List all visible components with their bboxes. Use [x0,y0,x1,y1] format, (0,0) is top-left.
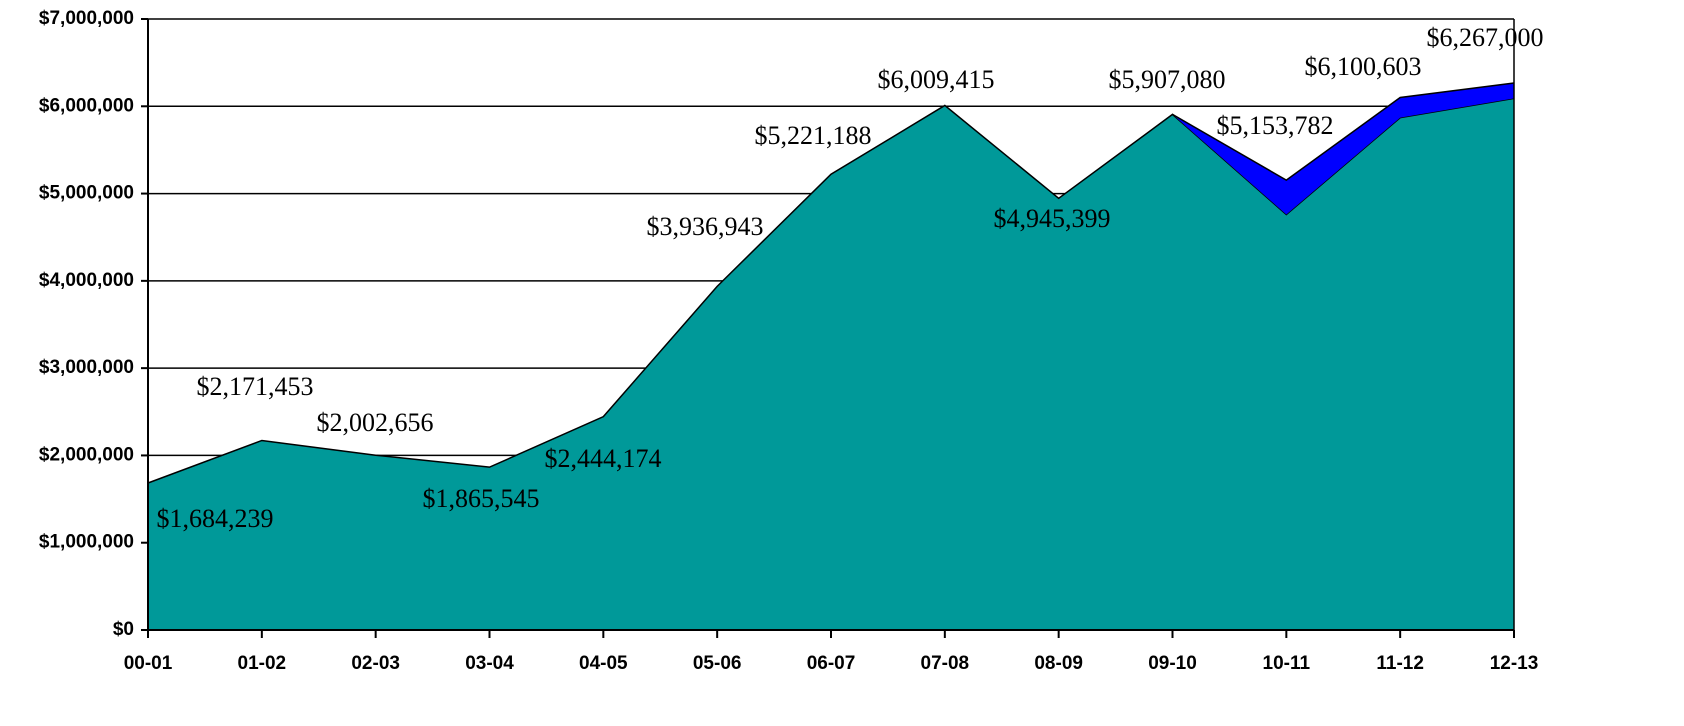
data-label: $2,002,656 [317,408,434,437]
data-label: $5,221,188 [755,121,872,150]
x-tick-label: 10-11 [1263,653,1311,674]
data-label: $6,009,415 [878,65,995,94]
x-tick-label: 03-04 [465,653,514,674]
data-label: $3,936,943 [647,212,764,241]
x-tick-label: 05-06 [693,653,742,674]
area [1172,82,1514,215]
x-tick-label: 08-09 [1034,653,1083,674]
data-label: $1,684,239 [157,504,274,533]
area-outline [1172,82,1515,182]
y-tick-label: $7,000,000 [39,8,134,29]
data-label: $2,171,453 [197,372,314,401]
data-label: $1,865,545 [423,484,540,513]
y-tick-label: $5,000,000 [39,183,134,204]
data-label: $2,444,174 [545,444,662,473]
y-tick-label: $6,000,000 [39,95,134,116]
y-tick-label: $2,000,000 [39,444,134,465]
x-tick-label: 09-10 [1148,653,1197,674]
x-tick-label: 02-03 [351,653,400,674]
x-tick-label: 11-12 [1376,653,1424,674]
x-tick-label: 06-07 [807,653,856,674]
x-tick-label: 12-13 [1490,653,1539,674]
data-label: $5,907,080 [1109,65,1226,94]
y-tick-label: $1,000,000 [39,532,134,553]
y-tick-label: $3,000,000 [39,357,134,378]
area [148,98,1514,631]
x-tick-label: 04-05 [579,653,628,674]
data-label: $4,945,399 [994,204,1111,233]
data-label: $5,153,782 [1217,111,1334,140]
y-tick-label: $0 [113,619,134,640]
x-tick-label: 00-01 [124,653,173,674]
data-label: $6,267,000 [1427,23,1544,52]
y-tick-label: $4,000,000 [39,270,134,291]
data-label: $6,100,603 [1305,52,1422,81]
x-tick-label: 01-02 [238,653,287,674]
x-tick-label: 07-08 [921,653,970,674]
